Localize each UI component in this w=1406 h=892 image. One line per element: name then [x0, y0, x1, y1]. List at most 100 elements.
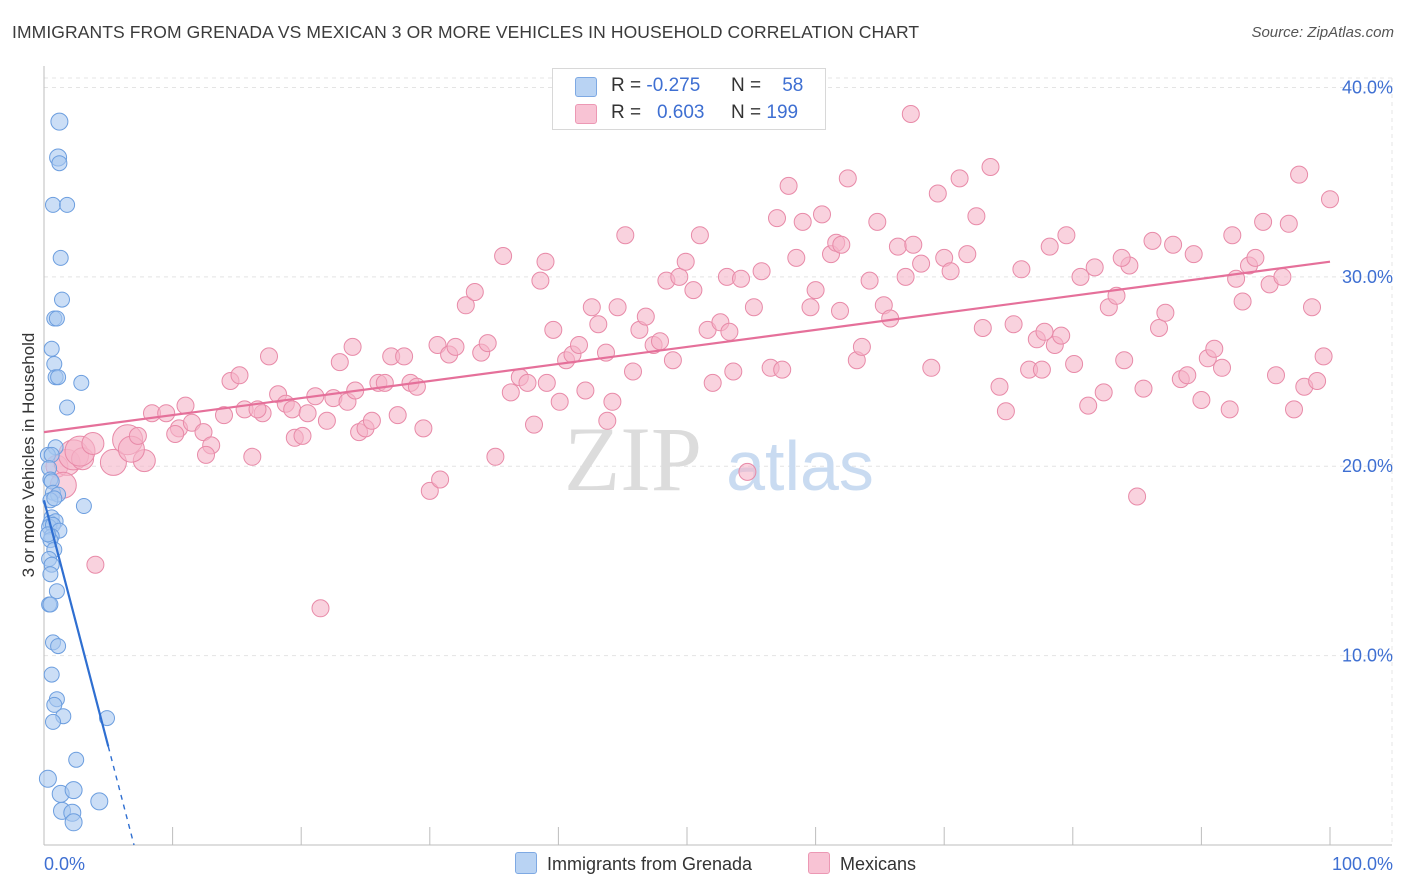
mexicans-point	[801, 298, 820, 317]
mexicans-point	[486, 447, 505, 466]
mexicans-point	[589, 315, 608, 334]
legend-n-grenada: N = 58	[731, 75, 804, 96]
mexicans-point	[531, 271, 550, 290]
mexicans-point	[1032, 360, 1051, 379]
x-tick-label-max: 100.0%	[1332, 854, 1393, 874]
mexicans-point	[395, 347, 414, 366]
mexicans-point	[670, 267, 689, 286]
grenada-point	[46, 356, 63, 372]
mexicans-point	[973, 319, 992, 337]
mexicans-point	[1192, 391, 1211, 409]
chart-title: IMMIGRANTS FROM GRENADA VS MEXICAN 3 OR …	[12, 22, 920, 42]
mexicans-point	[958, 245, 977, 264]
mexicans-point	[86, 555, 105, 574]
grenada-trendline	[42, 500, 110, 747]
y-tick-label: 30.0%	[1342, 267, 1393, 287]
mexicans-point	[518, 373, 537, 392]
grenada-point	[51, 155, 68, 172]
mexicans-point	[537, 373, 556, 392]
mexicans-point	[536, 252, 555, 271]
mexicans-point	[317, 411, 336, 430]
mexicans-point	[860, 271, 879, 290]
mexicans-point	[1071, 267, 1090, 286]
grenada-point	[64, 781, 83, 800]
x-tick-label-min: 0.0%	[44, 854, 85, 874]
mexicans-point	[1057, 226, 1076, 245]
mexicans-point	[1164, 235, 1183, 254]
mexicans-point	[1184, 245, 1203, 264]
grenada-point	[43, 340, 60, 357]
mexicans-point	[896, 267, 915, 286]
mexicans-point	[407, 377, 426, 396]
mexicans-point	[616, 226, 635, 245]
mexicans-point	[431, 470, 450, 489]
grenada-point	[45, 713, 61, 730]
mexicans-point	[494, 247, 513, 265]
grenada-point	[73, 374, 90, 391]
tick-labels: 10.0% 20.0% 30.0% 40.0% 0.0% 100.0%	[44, 77, 1393, 874]
mexicans-point	[744, 298, 763, 317]
mexicans-point	[787, 248, 806, 267]
mexicans-point	[852, 337, 871, 356]
mexicans-point	[465, 283, 484, 301]
mexicans-point	[663, 351, 682, 370]
mexicans-point	[738, 462, 757, 481]
mexicans-point	[550, 392, 569, 411]
mexicans-point	[1223, 226, 1242, 245]
mexicans-point	[720, 322, 739, 341]
mexicans-point	[428, 336, 447, 354]
mexicans-point	[1134, 379, 1153, 398]
mexicans-point	[1213, 358, 1231, 377]
y-axis-label: 3 or more Vehicles in Household	[19, 333, 38, 578]
mexicans-point	[724, 362, 743, 381]
mexicans-point	[1279, 214, 1298, 233]
mexicans-points	[45, 105, 1339, 618]
mexicans-point	[1156, 303, 1175, 322]
grenada-point	[68, 751, 85, 768]
mexicans-point	[128, 426, 147, 445]
source-label: Source: ZipAtlas.com	[1251, 24, 1394, 41]
correlation-legend: R = -0.275 N = 58 R = 0.603 N = 199	[552, 68, 826, 130]
mexicans-point	[1254, 212, 1273, 231]
mexicans-point	[793, 212, 812, 231]
mexicans-point	[1178, 366, 1197, 385]
mexicans-point	[166, 425, 185, 443]
mexicans-point	[806, 281, 825, 300]
mexicans-point	[1233, 292, 1252, 311]
bottom-legend-swatch-grenada	[515, 852, 537, 874]
mexicans-point	[311, 599, 330, 618]
mexicans-point	[1205, 339, 1224, 358]
mexicans-point	[838, 169, 857, 188]
grenada-point	[38, 769, 57, 788]
mexicans-point	[813, 205, 831, 224]
bottom-legend-label-mexicans: Mexicans	[840, 854, 917, 874]
mexicans-point	[298, 404, 317, 423]
mexicans-point	[570, 336, 588, 354]
grenada-trendline-extension	[107, 746, 135, 846]
mexicans-point	[990, 377, 1009, 396]
mexicans-point	[81, 432, 105, 455]
grenada-point	[48, 583, 65, 600]
grenada-point	[46, 696, 63, 713]
mexicans-point	[904, 235, 923, 254]
legend-n-mexicans: N = 199	[731, 102, 799, 123]
mexicans-point	[1004, 315, 1023, 334]
mexicans-point	[243, 447, 262, 466]
mexicans-point	[388, 406, 407, 425]
bottom-legend-grenada: Immigrants from Grenada	[515, 852, 752, 875]
mexicans-point	[831, 301, 849, 320]
grenada-point	[59, 399, 76, 416]
mexicans-point	[868, 212, 887, 231]
grenada-point	[45, 196, 61, 213]
mexicans-point	[684, 281, 703, 300]
legend-r-mexicans: R = 0.603	[611, 102, 705, 123]
mexicans-point	[525, 415, 543, 434]
mexicans-point	[922, 358, 941, 377]
grenada-points	[38, 112, 115, 832]
mexicans-point	[283, 400, 302, 419]
mexicans-point	[544, 320, 563, 339]
y-tick-label: 40.0%	[1342, 77, 1393, 97]
grenada-point	[52, 249, 69, 266]
grenada-point	[43, 666, 60, 683]
